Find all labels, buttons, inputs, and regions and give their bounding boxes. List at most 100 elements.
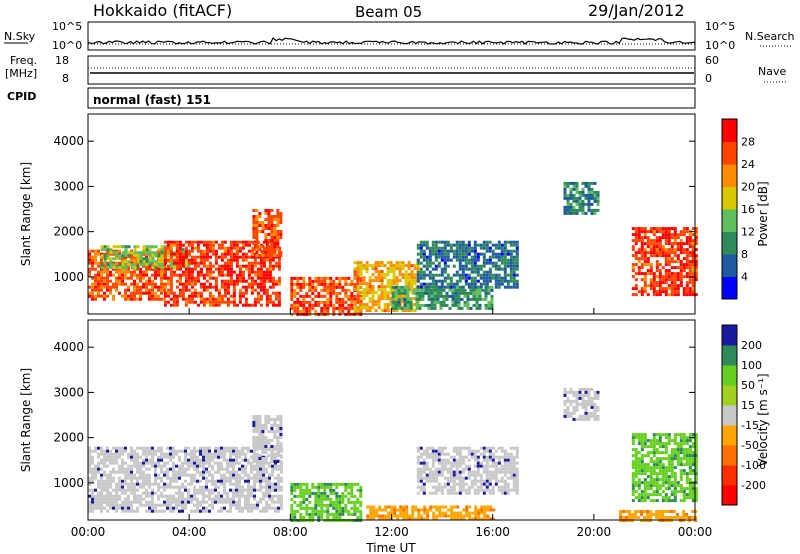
echo-cell <box>485 285 489 289</box>
echo-cell <box>387 505 391 509</box>
echo-cell <box>205 479 208 483</box>
echo-cell <box>399 508 403 512</box>
echo-cell <box>302 279 306 283</box>
echo-cell <box>509 285 513 289</box>
echo-cell <box>265 461 268 465</box>
echo-cell <box>187 297 191 301</box>
echo-cell <box>277 506 280 510</box>
echo-cell <box>685 290 689 294</box>
echo-cell <box>232 461 235 465</box>
echo-cell <box>569 402 573 406</box>
echo-cell <box>486 508 490 512</box>
echo-cell <box>130 467 133 471</box>
echo-cell <box>515 261 519 265</box>
echo-cell <box>359 276 363 280</box>
echo-cell <box>142 446 145 450</box>
echo-cell <box>488 455 492 459</box>
echo-cell <box>121 488 124 492</box>
echo-cell <box>97 285 100 289</box>
echo-cell <box>464 476 468 480</box>
echo-cell <box>202 488 205 492</box>
echo-cell <box>187 288 191 292</box>
echo-cell <box>378 514 382 518</box>
echo-cell <box>106 500 109 504</box>
echo-cell <box>326 482 330 486</box>
echo-cell <box>166 288 170 292</box>
echo-cell <box>264 421 268 424</box>
echo-cell <box>112 455 115 459</box>
echo-cell <box>366 517 370 521</box>
echo-cell <box>494 449 498 453</box>
echo-cell <box>634 436 638 440</box>
echo-cell <box>575 417 579 421</box>
echo-cell <box>434 279 438 283</box>
echo-cell <box>247 240 251 244</box>
echo-cell <box>217 270 221 274</box>
echo-cell <box>425 246 429 250</box>
echo-cell <box>308 294 312 298</box>
echo-cell <box>500 258 504 262</box>
echo-cell <box>478 291 482 295</box>
echo-cell <box>259 464 262 468</box>
echo-cell <box>299 503 303 507</box>
echo-cell <box>461 240 465 244</box>
echo-cell <box>362 267 366 271</box>
echo-cell <box>335 494 339 498</box>
echo-cell <box>682 287 686 291</box>
echo-cell <box>682 290 686 294</box>
echo-cell <box>625 516 629 519</box>
echo-cell <box>320 282 324 286</box>
echo-cell <box>685 236 689 240</box>
echo-cell <box>446 470 450 474</box>
echo-cell <box>142 458 145 462</box>
echo-cell <box>515 479 519 483</box>
echo-cell <box>199 270 203 274</box>
echo-cell <box>94 297 97 301</box>
echo-cell <box>214 258 218 262</box>
echo-cell <box>91 476 94 480</box>
echo-cell <box>178 509 181 513</box>
echo-cell <box>264 457 268 460</box>
echo-cell <box>486 514 490 518</box>
echo-cell <box>415 297 419 301</box>
echo-cell <box>290 291 294 295</box>
echo-cell <box>688 236 692 240</box>
echo-cell <box>97 497 100 501</box>
echo-cell <box>166 467 169 471</box>
echo-cell <box>290 306 294 310</box>
echo-cell <box>112 470 115 474</box>
echo-cell <box>593 199 597 203</box>
echo-cell <box>500 446 504 450</box>
echo-cell <box>512 470 516 474</box>
echo-cell <box>419 479 423 483</box>
echo-cell <box>652 251 656 255</box>
echo-cell <box>151 455 154 459</box>
echo-cell <box>271 264 275 268</box>
echo-cell <box>487 303 491 307</box>
echo-cell <box>163 291 167 295</box>
echo-cell <box>244 455 247 459</box>
echo-cell <box>262 497 265 501</box>
echo-cell <box>374 303 378 307</box>
echo-cell <box>395 267 399 271</box>
echo-cell <box>88 446 91 450</box>
echo-cell <box>515 488 519 492</box>
echo-cell <box>449 243 453 247</box>
echo-cell <box>419 267 423 271</box>
echo-cell <box>679 266 683 270</box>
echo-cell <box>223 300 227 304</box>
echo-cell <box>509 255 513 259</box>
echo-cell <box>399 514 403 518</box>
echo-cell <box>311 279 315 283</box>
echo-cell <box>97 279 100 283</box>
echo-cell <box>631 490 635 494</box>
echo-cell <box>154 282 157 286</box>
colorbar-tick-label: 8 <box>741 248 748 261</box>
echo-cell <box>625 510 629 513</box>
echo-cell <box>694 266 698 270</box>
echo-cell <box>256 464 259 468</box>
echo-cell <box>91 491 94 495</box>
y-tick-label: 1000 <box>53 270 84 284</box>
echo-cell <box>250 270 254 274</box>
echo-cell <box>344 503 348 507</box>
